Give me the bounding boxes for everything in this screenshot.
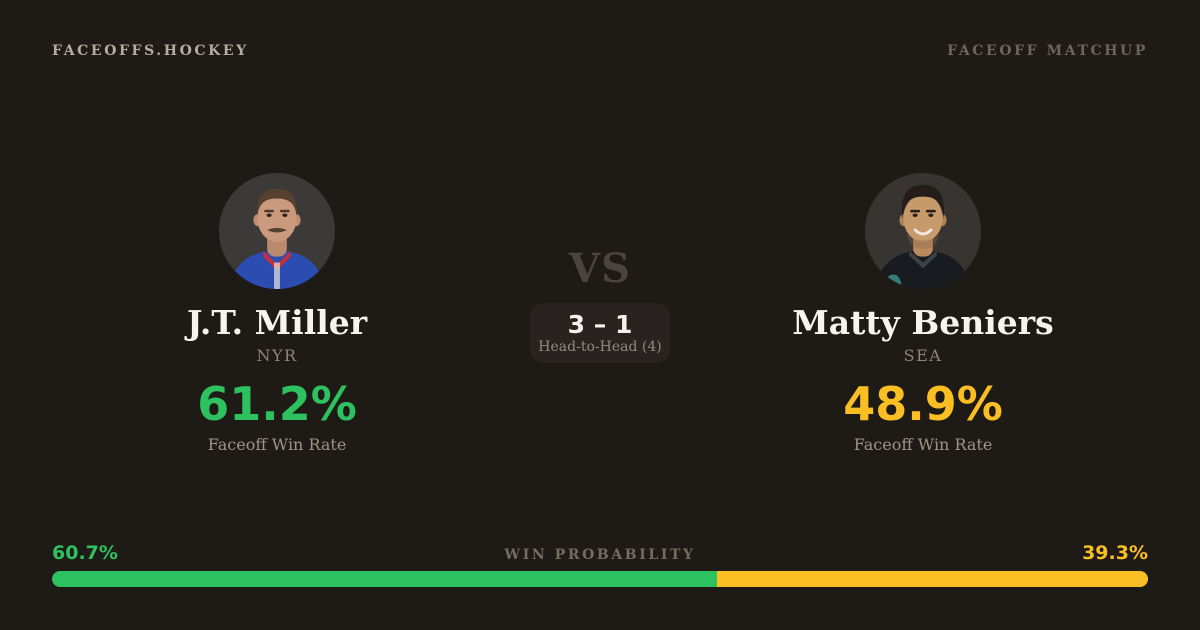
stat-label-right: Faceoff Win Rate bbox=[853, 435, 993, 455]
head-to-head-score: 3 – 1 bbox=[567, 309, 633, 339]
player-name-right: Matty Beniers bbox=[792, 303, 1054, 342]
player-card-right: Matty Beniers SEA 48.9% Faceoff Win Rate bbox=[698, 172, 1148, 454]
win-probability-section: 60.7% WIN PROBABILITY 39.3% bbox=[52, 542, 1148, 587]
prob-bar-left bbox=[52, 571, 718, 587]
win-probability-right-value: 39.3% bbox=[1082, 542, 1148, 564]
player-team-right: SEA bbox=[903, 346, 943, 366]
prob-bar-right bbox=[717, 571, 1148, 587]
header: FACEOFFS.HOCKEY FACEOFF MATCHUP bbox=[52, 43, 1148, 59]
faceoff-win-rate-left: 61.2% bbox=[197, 377, 357, 432]
brand-logo-text: FACEOFFS.HOCKEY bbox=[52, 43, 249, 59]
win-probability-labels: 60.7% WIN PROBABILITY 39.3% bbox=[52, 542, 1148, 564]
stat-label-left: Faceoff Win Rate bbox=[207, 435, 347, 455]
head-to-head-label: Head-to-Head (4) bbox=[538, 339, 662, 356]
player-name-left: J.T. Miller bbox=[186, 303, 368, 342]
player-team-left: NYR bbox=[256, 346, 298, 366]
player-photo-right bbox=[864, 172, 982, 290]
faceoff-win-rate-right: 48.9% bbox=[843, 377, 1003, 432]
player-card-left: J.T. Miller NYR 61.2% Faceoff Win Rate bbox=[52, 172, 502, 454]
win-probability-left-value: 60.7% bbox=[52, 542, 118, 564]
vs-label: VS bbox=[569, 245, 631, 292]
page-title: FACEOFF MATCHUP bbox=[947, 43, 1148, 59]
win-probability-title: WIN PROBABILITY bbox=[504, 547, 696, 563]
win-probability-bar bbox=[52, 571, 1148, 587]
player-photo-left bbox=[218, 172, 336, 290]
matchup-center: VS 3 – 1 Head-to-Head (4) bbox=[502, 249, 698, 363]
head-to-head-box: 3 – 1 Head-to-Head (4) bbox=[530, 303, 670, 363]
